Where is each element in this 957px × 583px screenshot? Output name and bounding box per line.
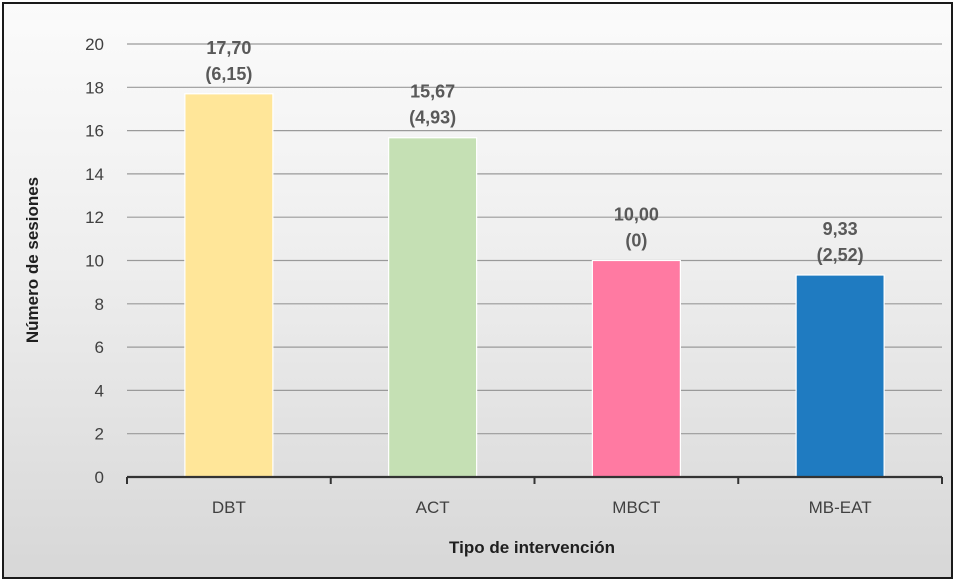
y-tick-label: 2 bbox=[95, 425, 104, 444]
bar-act bbox=[388, 137, 478, 478]
x-axis-title: Tipo de intervención bbox=[449, 538, 615, 557]
y-tick-label: 12 bbox=[85, 208, 104, 227]
x-tick-label: ACT bbox=[416, 498, 450, 517]
bar-sd-label: (6,15) bbox=[205, 64, 252, 84]
x-tick-label: DBT bbox=[212, 498, 246, 517]
bar-dbt bbox=[184, 93, 274, 478]
data-labels: 17,70 (6,15) 15,67 (4,93) 10,00 (0) 9,33 (2,52) bbox=[205, 38, 863, 265]
bar-mbct bbox=[591, 259, 681, 478]
y-tick-label: 8 bbox=[95, 295, 104, 314]
bar-value-label: 9,33 bbox=[823, 219, 858, 239]
y-tick-label: 4 bbox=[95, 381, 104, 400]
y-tick-label: 20 bbox=[85, 35, 104, 54]
y-tick-label: 18 bbox=[85, 78, 104, 97]
y-tick-label: 10 bbox=[85, 252, 104, 271]
y-tick-label: 14 bbox=[85, 165, 104, 184]
x-tick-label: MB-EAT bbox=[809, 498, 872, 517]
bar-sd-label: (0) bbox=[625, 231, 647, 251]
bar-mb-eat bbox=[795, 274, 885, 478]
x-tick-label: MBCT bbox=[612, 498, 660, 517]
y-tick-label: 16 bbox=[85, 122, 104, 141]
bar-sd-label: (4,93) bbox=[409, 108, 456, 128]
axes: 0 2 4 6 8 10 12 14 16 18 20 DBT ACT MBCT MB-EAT bbox=[85, 35, 943, 517]
bar-sd-label: (2,52) bbox=[817, 245, 864, 265]
y-tick-label: 0 bbox=[95, 468, 104, 487]
y-axis-title: Número de sesiones bbox=[23, 177, 42, 343]
bars bbox=[184, 93, 885, 478]
y-tick-label: 6 bbox=[95, 338, 104, 357]
bar-value-label: 17,70 bbox=[206, 38, 251, 58]
bar-value-label: 15,67 bbox=[410, 82, 455, 102]
bar-value-label: 10,00 bbox=[614, 205, 659, 225]
